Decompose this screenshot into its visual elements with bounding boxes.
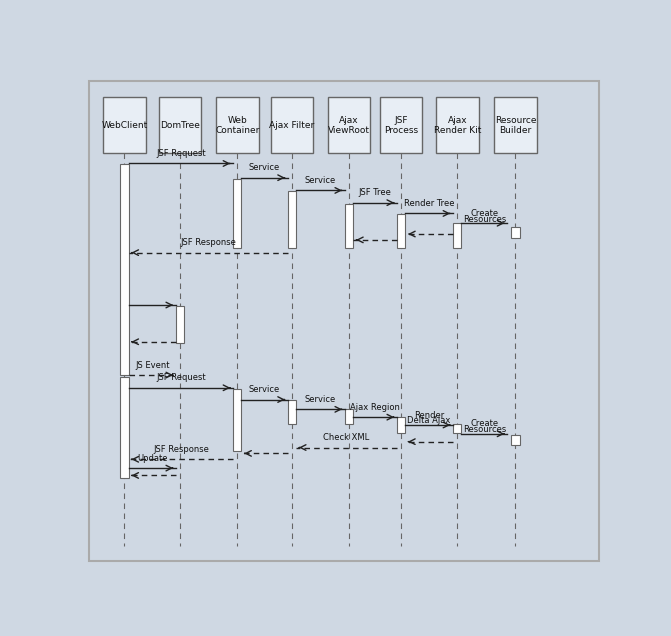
Text: Ajax
Render Kit: Ajax Render Kit — [433, 116, 481, 135]
Bar — [397, 214, 405, 248]
Text: Resource
Builder: Resource Builder — [495, 116, 536, 135]
Bar — [120, 165, 129, 375]
Bar — [288, 399, 296, 424]
Text: Render: Render — [414, 411, 444, 420]
Text: JSF
Process: JSF Process — [384, 116, 418, 135]
Bar — [453, 424, 462, 433]
Bar — [270, 97, 313, 153]
Bar — [216, 97, 258, 153]
Bar — [233, 179, 242, 248]
Bar — [103, 97, 146, 153]
Bar — [397, 417, 405, 433]
Text: Delta Ajax: Delta Ajax — [407, 417, 451, 425]
Bar — [511, 435, 519, 445]
Text: JS Event: JS Event — [135, 361, 170, 370]
Bar — [288, 191, 296, 248]
Text: WebClient: WebClient — [101, 121, 148, 130]
Bar — [436, 97, 478, 153]
Text: Ajax Filter: Ajax Filter — [269, 121, 315, 130]
Bar — [453, 223, 462, 248]
Text: JSF Tree: JSF Tree — [359, 188, 391, 197]
Text: Update: Update — [137, 453, 168, 463]
Bar — [159, 97, 201, 153]
Text: Service: Service — [249, 385, 280, 394]
Bar — [345, 410, 353, 424]
Text: JSF Request: JSF Request — [156, 373, 206, 382]
Text: JSF Response: JSF Response — [153, 445, 209, 454]
Bar — [233, 389, 242, 451]
Bar — [327, 97, 370, 153]
Text: JSF Request: JSF Request — [156, 149, 206, 158]
Text: Render Tree: Render Tree — [404, 199, 454, 208]
Text: Create: Create — [470, 419, 499, 429]
Text: Ajax Region: Ajax Region — [350, 403, 400, 411]
Text: JSF Response: JSF Response — [180, 238, 236, 247]
Text: Web
Container: Web Container — [215, 116, 260, 135]
Text: Ajax
ViewRoot: Ajax ViewRoot — [328, 116, 370, 135]
Text: Resources: Resources — [463, 425, 506, 434]
Text: Service: Service — [305, 176, 336, 185]
Bar — [511, 227, 519, 238]
Bar — [176, 307, 185, 343]
Text: Service: Service — [305, 395, 336, 404]
Text: DomTree: DomTree — [160, 121, 200, 130]
Bar — [120, 378, 129, 478]
Text: Check XML: Check XML — [323, 433, 370, 442]
Text: Create: Create — [470, 209, 499, 218]
Bar — [494, 97, 537, 153]
Bar — [380, 97, 423, 153]
Text: Resources: Resources — [463, 215, 506, 224]
Text: Service: Service — [249, 163, 280, 172]
Bar — [345, 204, 353, 248]
